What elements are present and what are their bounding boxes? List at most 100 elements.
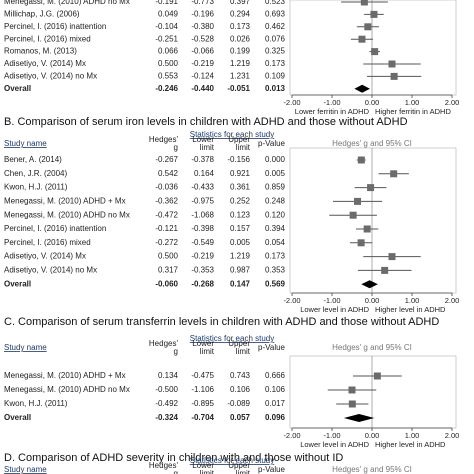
stat-value: 1.219	[230, 252, 251, 261]
x-tick-label: -2.00	[283, 431, 300, 440]
stat-value: 0.109	[265, 72, 286, 81]
stat-value: 0.317	[158, 266, 179, 275]
effect-square	[370, 10, 378, 18]
axis-label-right: Higher level in ADHD	[375, 305, 446, 314]
panel-title: C. Comparison of serum transferrin level…	[4, 316, 439, 328]
stats-header: Statistics for each study	[190, 334, 274, 343]
stat-value: -0.433	[191, 183, 214, 192]
effect-square	[348, 386, 356, 394]
stat-value: 0.005	[265, 169, 286, 178]
stat-value: -0.324	[155, 413, 178, 422]
plot-header: Hedges' g and 95% CI	[332, 465, 412, 474]
study-header: Study name	[4, 139, 47, 148]
column-header: Hedges' g	[149, 339, 179, 356]
column-header: p-Value	[258, 465, 286, 474]
stat-value: 0.076	[265, 34, 286, 43]
stat-value: -0.492	[155, 399, 178, 408]
overall-diamond	[361, 280, 378, 289]
stat-value: 0.199	[230, 47, 251, 56]
stat-value: -0.060	[155, 279, 178, 288]
axis-label-left: Lower level in ADHD	[300, 305, 369, 314]
study-name: Menegassi, M. (2010) ADHD no Mx	[4, 210, 130, 219]
stat-value: -0.362	[155, 197, 178, 206]
stat-value: 0.066	[158, 47, 179, 56]
effect-square	[357, 239, 365, 247]
stat-value: -0.895	[191, 399, 214, 408]
stat-value: 0.294	[230, 10, 251, 19]
stat-value: -0.089	[227, 399, 250, 408]
stat-value: -0.251	[155, 34, 178, 43]
x-tick-label: -2.00	[283, 98, 300, 107]
column-header: Lower limit	[192, 135, 215, 152]
stat-value: -0.773	[191, 0, 214, 6]
study-name: Overall	[4, 84, 31, 93]
stat-value: 0.500	[158, 59, 179, 68]
study-header: Study name	[4, 465, 47, 474]
effect-square	[358, 35, 366, 43]
stat-value: -0.475	[191, 371, 214, 380]
stat-value: 0.859	[265, 183, 286, 192]
stat-value: -0.704	[191, 413, 214, 422]
x-tick-label: 0.00	[365, 98, 380, 107]
stat-value: -0.440	[191, 84, 214, 93]
x-tick-label: 1.00	[405, 296, 420, 305]
stat-value: 0.096	[265, 413, 286, 422]
axis-label-right: Higher ferritin in ADHD	[375, 107, 451, 116]
axis-label-left: Lower level in ADHD	[300, 440, 369, 449]
column-header: Hedges' g	[149, 461, 179, 474]
stat-value: -0.500	[155, 385, 178, 394]
stat-value: 0.157	[230, 224, 251, 233]
panel-title: B. Comparison of serum iron levels in ch…	[4, 116, 408, 128]
x-tick-label: 2.00	[445, 296, 460, 305]
effect-square	[390, 170, 398, 178]
stat-value: 0.017	[265, 399, 286, 408]
study-name: Percinel, I. (2016) inattention	[4, 22, 106, 31]
column-header: Upper limit	[228, 461, 251, 474]
stat-value: 0.005	[230, 238, 251, 247]
stat-value: -0.472	[155, 210, 178, 219]
stat-value: -0.549	[191, 238, 214, 247]
stat-value: -0.036	[155, 183, 178, 192]
column-header: p-Value	[258, 139, 286, 148]
stat-value: -0.124	[191, 72, 214, 81]
stat-value: -0.267	[155, 155, 178, 164]
study-name: Overall	[4, 413, 31, 422]
study-name: Percinel, I. (2016) mixed	[4, 34, 91, 43]
stat-value: 0.173	[265, 252, 286, 261]
stat-value: -0.219	[191, 59, 214, 68]
stat-value: -0.156	[227, 155, 250, 164]
effect-square	[367, 184, 375, 192]
x-tick-label: 2.00	[445, 98, 460, 107]
stat-value: -0.191	[155, 0, 178, 6]
study-name: Bener, A. (2014)	[4, 155, 62, 164]
plot-header: Hedges' g and 95% CI	[332, 343, 412, 352]
column-header: Lower limit	[192, 461, 215, 474]
effect-square	[364, 23, 372, 31]
stat-value: 1.219	[230, 59, 251, 68]
column-header: Upper limit	[228, 135, 251, 152]
stat-value: 1.231	[230, 72, 251, 81]
stat-value: 0.252	[230, 197, 251, 206]
stat-value: 0.173	[265, 59, 286, 68]
stat-value: -0.219	[191, 252, 214, 261]
column-header: p-Value	[258, 343, 286, 352]
study-name: Percinel, I. (2016) mixed	[4, 238, 91, 247]
effect-square	[390, 72, 398, 80]
x-tick-label: 1.00	[405, 431, 420, 440]
stat-value: -1.068	[191, 210, 214, 219]
stat-value: 0.500	[158, 252, 179, 261]
stat-value: 0.134	[158, 371, 179, 380]
study-name: Kwon, H.J. (2011)	[4, 183, 68, 192]
study-name: Menegassi, M. (2010) ADHD + Mx	[4, 197, 126, 206]
effect-square	[381, 266, 389, 274]
overall-diamond	[354, 84, 370, 93]
stat-value: -0.380	[191, 22, 214, 31]
stat-value: -0.066	[191, 47, 214, 56]
stat-value: 0.248	[265, 197, 286, 206]
x-tick-label: -1.00	[323, 98, 340, 107]
stat-value: 0.013	[265, 84, 286, 93]
effect-square	[388, 253, 396, 261]
stat-value: 0.120	[265, 210, 286, 219]
stat-value: 0.106	[230, 385, 251, 394]
